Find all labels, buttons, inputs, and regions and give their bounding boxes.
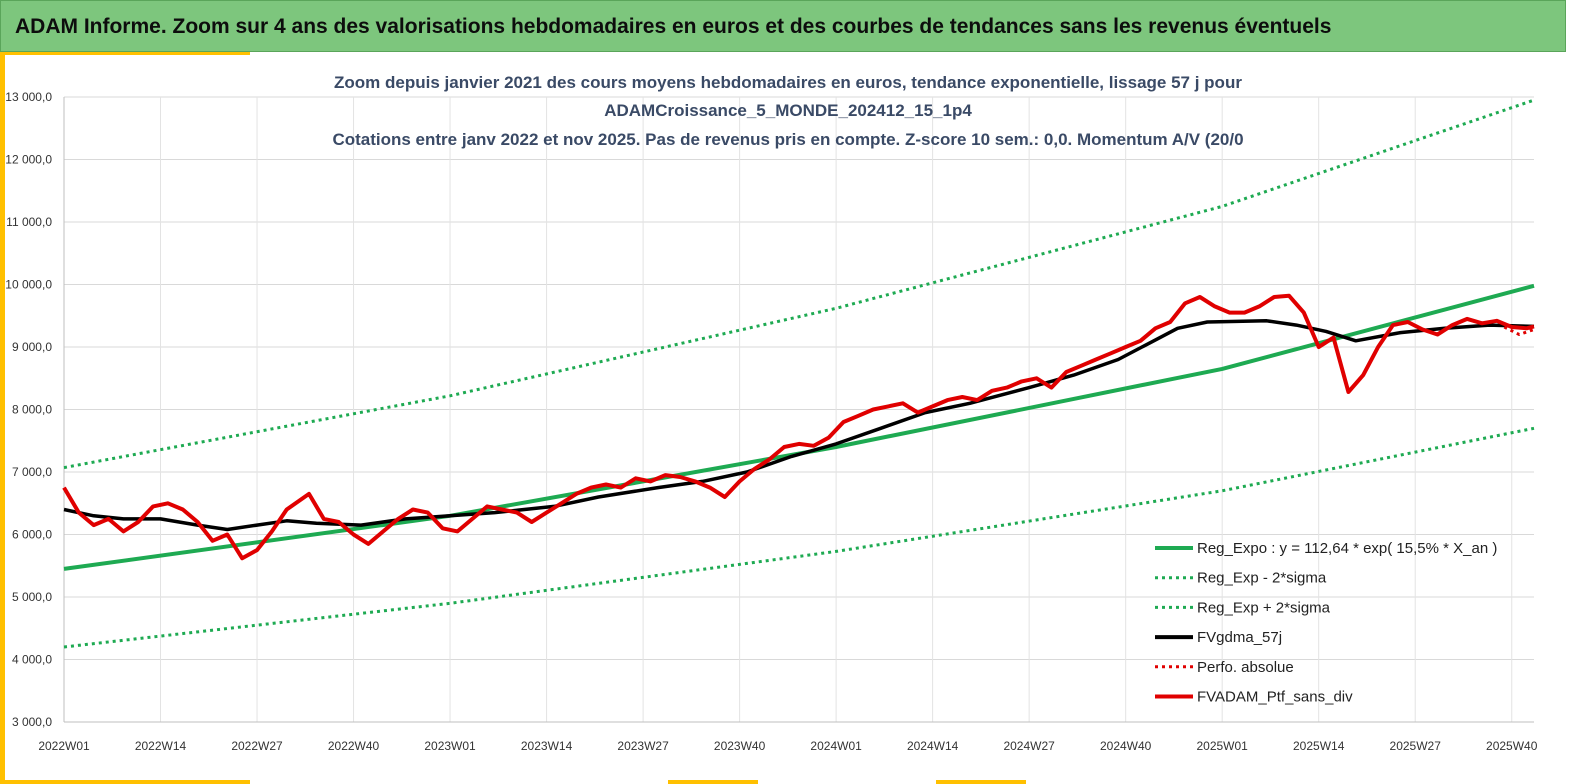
accent-bar-bottom	[936, 780, 1026, 784]
x-tick-label: 2022W14	[135, 739, 187, 753]
y-tick-label: 4 000,0	[12, 653, 52, 667]
legend-label: Perfo. absolue	[1197, 659, 1294, 676]
chart-title-line-2: ADAMCroissance_5_MONDE_202412_15_1p4	[604, 101, 972, 120]
chart-title-line-3: Cotations entre janv 2022 et nov 2025. P…	[332, 130, 1243, 149]
accent-bar-left	[0, 52, 5, 784]
y-tick-label: 5 000,0	[12, 590, 52, 604]
x-tick-label: 2025W40	[1486, 739, 1538, 753]
x-tick-label: 2022W01	[38, 739, 90, 753]
x-tick-label: 2022W27	[231, 739, 283, 753]
y-tick-label: 9 000,0	[12, 340, 52, 354]
series-reg-exp-2-sigma	[63, 98, 1535, 470]
x-tick-label: 2024W27	[1003, 739, 1055, 753]
series-lines	[62, 98, 1535, 649]
x-tick-label: 2024W14	[907, 739, 959, 753]
chart-title-line-1: Zoom depuis janvier 2021 des cours moyen…	[334, 73, 1242, 92]
accent-bar-bottom	[668, 780, 758, 784]
series-fvadam-ptf-sans-div	[62, 293, 1535, 561]
x-tick-label: 2025W14	[1293, 739, 1345, 753]
x-tick-label: 2024W40	[1100, 739, 1152, 753]
y-tick-label: 8 000,0	[12, 403, 52, 417]
legend-label: Reg_Expo : y = 112,64 * exp( 15,5% * X_a…	[1197, 540, 1497, 557]
accent-bar-bottom	[0, 780, 250, 784]
x-tick-label: 2023W14	[521, 739, 573, 753]
legend-label: Reg_Exp - 2*sigma	[1197, 570, 1327, 587]
y-tick-label: 6 000,0	[12, 528, 52, 542]
y-tick-label: 12 000,0	[5, 153, 52, 167]
legend-label: FVgdma_57j	[1197, 629, 1282, 646]
x-tick-label: 2023W40	[714, 739, 766, 753]
y-tick-label: 11 000,0	[6, 215, 52, 229]
series-fvgdma-57j	[63, 319, 1535, 532]
x-tick-label: 2023W27	[617, 739, 669, 753]
page-title: ADAM Informe. Zoom sur 4 ans des valoris…	[15, 15, 1332, 38]
x-tick-label: 2024W01	[810, 739, 862, 753]
header-bar: ADAM Informe. Zoom sur 4 ans des valoris…	[0, 0, 1566, 52]
accent-bar-top	[0, 52, 250, 55]
series-reg-exp-2-sigma	[63, 426, 1535, 649]
chart-title: Zoom depuis janvier 2021 des cours moyen…	[332, 73, 1243, 149]
legend: Reg_Expo : y = 112,64 * exp( 15,5% * X_a…	[1155, 540, 1497, 706]
legend-label: FVADAM_Ptf_sans_div	[1197, 689, 1353, 706]
gridlines	[63, 96, 1534, 723]
x-tick-label: 2022W40	[328, 739, 380, 753]
y-tick-label: 3 000,0	[12, 715, 52, 729]
y-tick-label: 7 000,0	[12, 465, 52, 479]
x-tick-label: 2025W01	[1196, 739, 1248, 753]
axes: 3 000,0 4 000,0 5 000,0 6 000,0 7 000,0 8 000…	[5, 90, 1537, 753]
legend-label: Reg_Exp + 2*sigma	[1197, 599, 1331, 616]
x-tick-label: 2023W01	[424, 739, 476, 753]
y-tick-label: 13 000,0	[5, 90, 52, 104]
series-perfo-absolue	[1503, 325, 1535, 336]
x-tick-label: 2025W27	[1390, 739, 1442, 753]
y-tick-label: 10 000,0	[5, 278, 52, 292]
